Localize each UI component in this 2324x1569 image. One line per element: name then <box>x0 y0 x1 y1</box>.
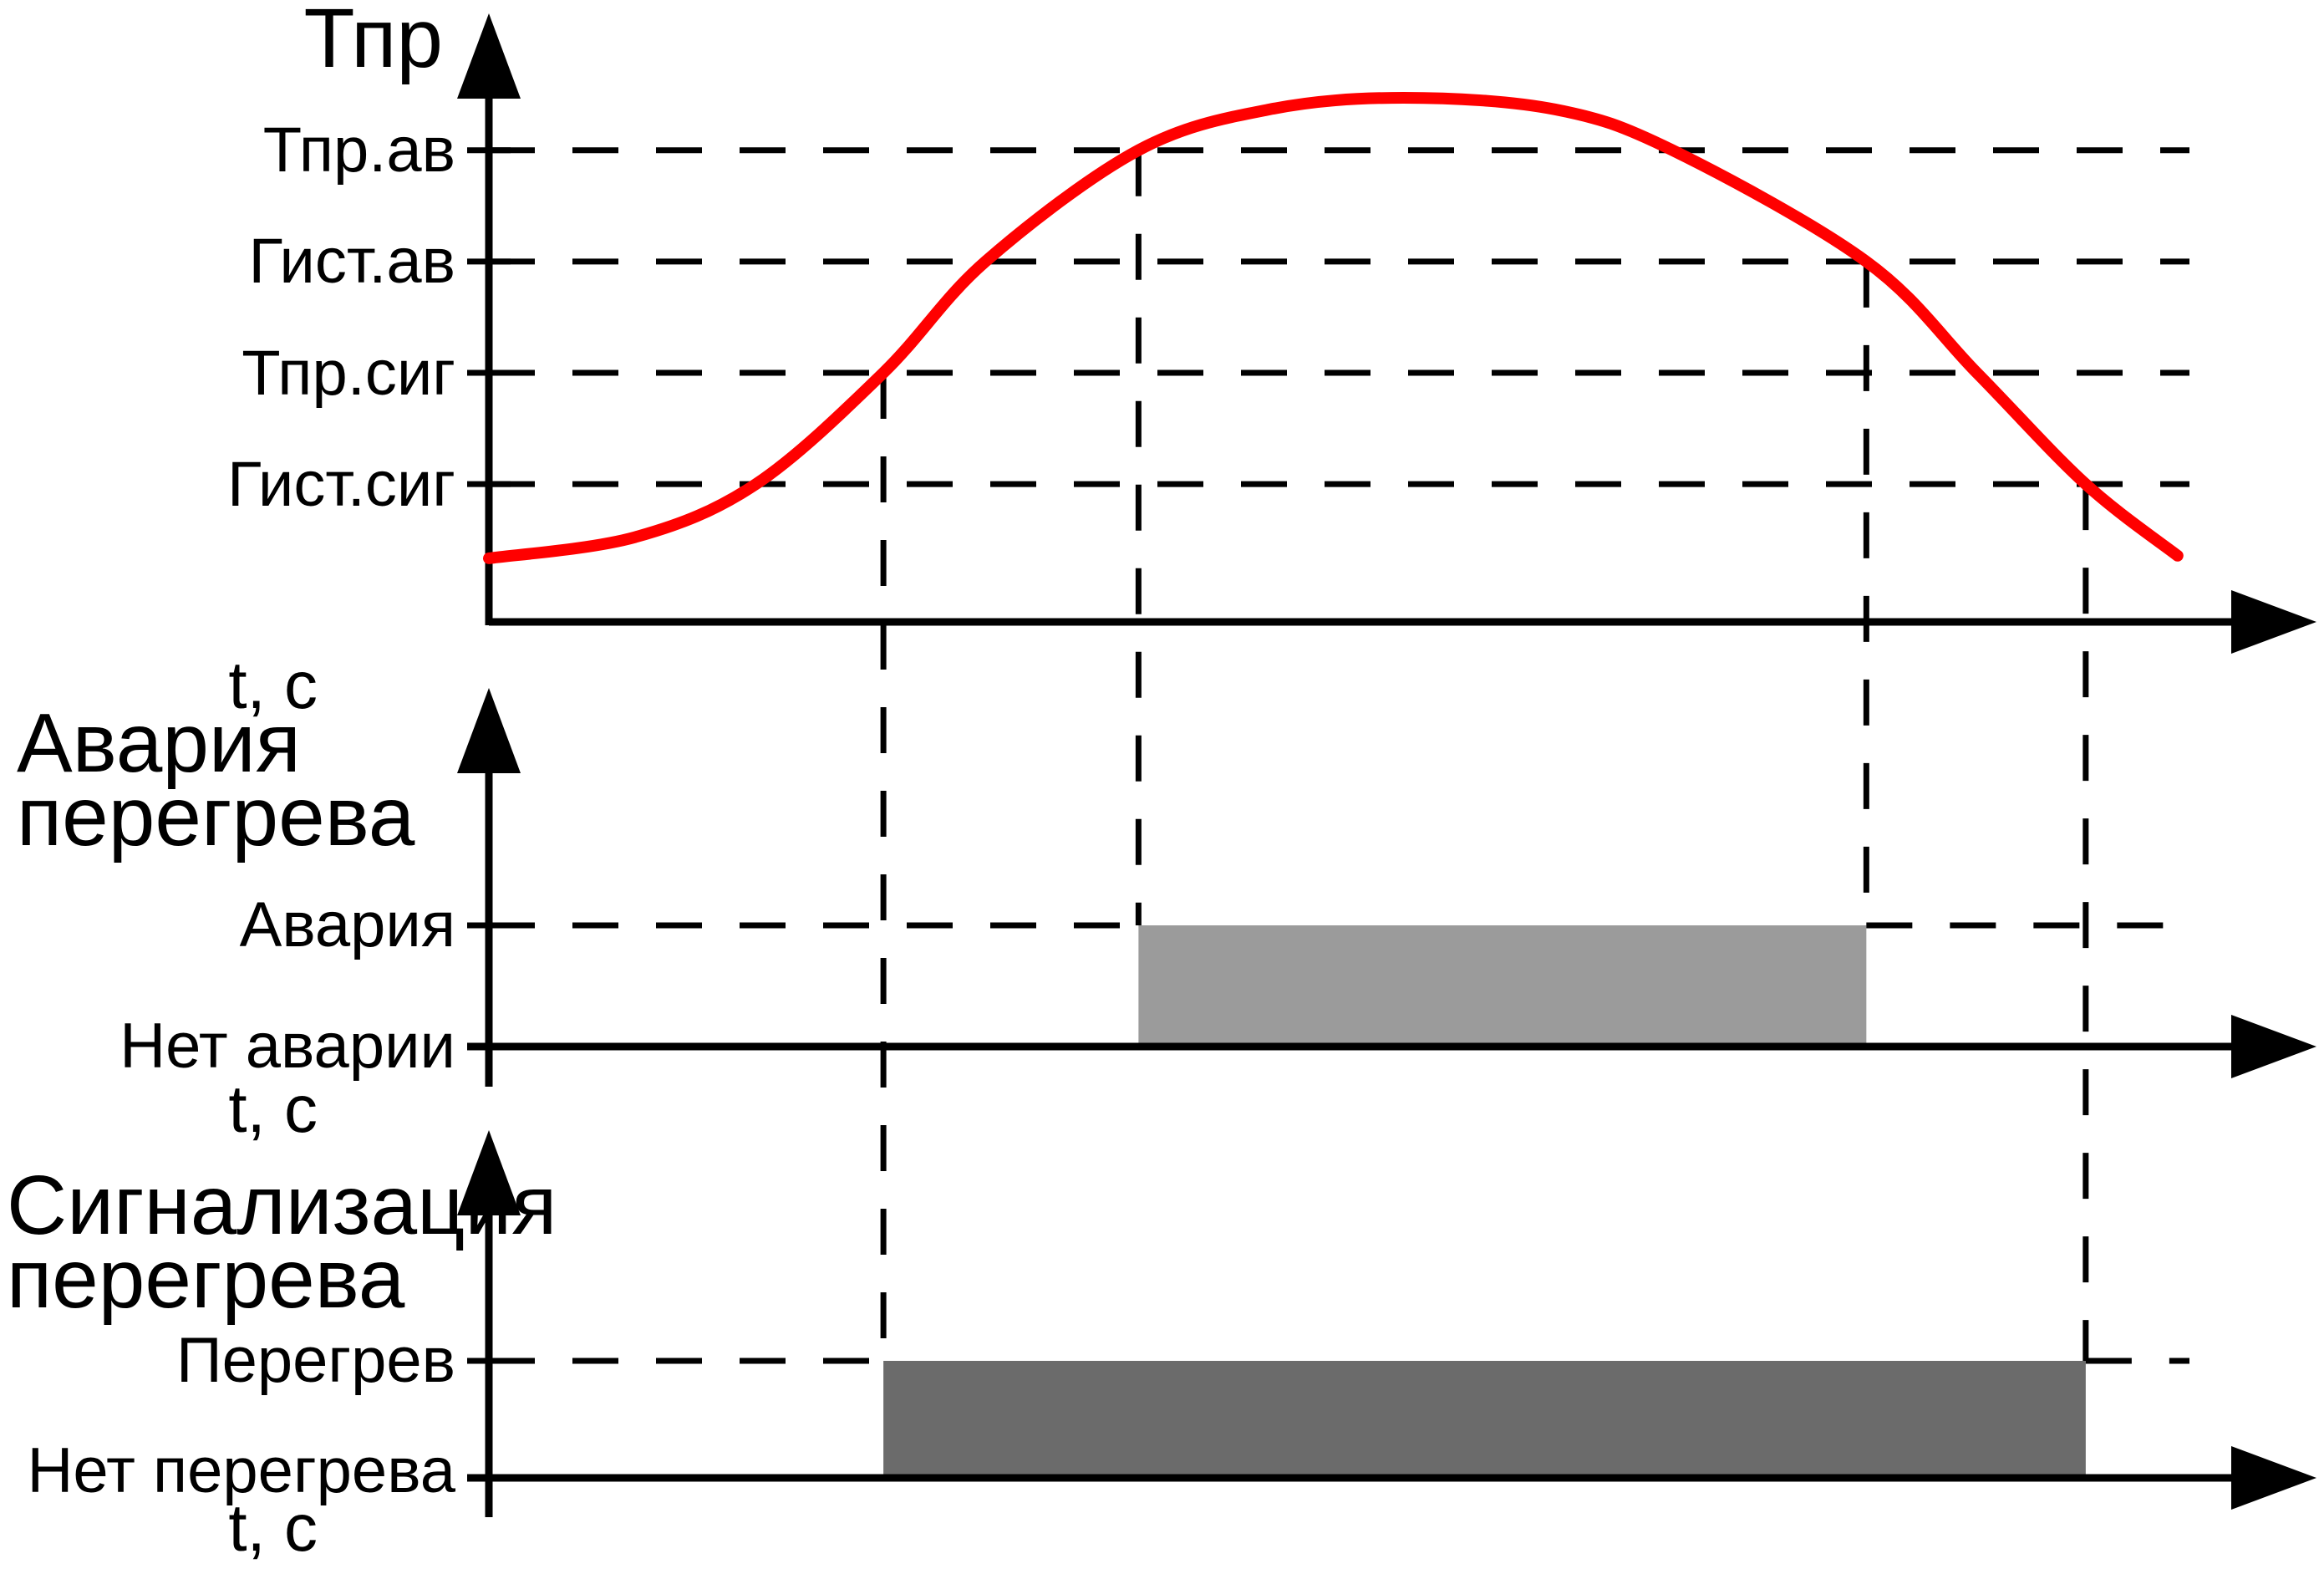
alarm-axis-title-line2: перегрева <box>17 770 415 863</box>
signal-axis-title: Сигнализация перегрева <box>7 1159 557 1326</box>
level-label-signal-off: Нет перегрева <box>27 1435 455 1506</box>
level-label-alarm-on: Авария <box>239 889 455 960</box>
level-label-tpr-sig: Тпр.сиг <box>242 338 455 409</box>
top-x-axis-label: t, с <box>228 648 318 722</box>
temperature-curve <box>483 91 2184 564</box>
signal-axis-title-line2: перегрева <box>7 1232 405 1326</box>
level-label-signal-on: Перегрев <box>175 1325 455 1396</box>
middle-x-axis-arrow <box>2231 1015 2316 1078</box>
alarm-axis-title-line1: Авария <box>17 696 301 790</box>
level-label-gist-sig: Гист.сиг <box>226 449 455 520</box>
level-label-tpr-av: Тпр.ав <box>262 115 455 186</box>
level-label-gist-av: Гист.ав <box>248 226 455 297</box>
signal-active-pulse <box>883 1361 2086 1478</box>
top-x-axis-arrow <box>2231 590 2316 654</box>
alarm-active-pulse <box>1138 925 1867 1047</box>
middle-x-axis-label: t, с <box>228 1072 318 1146</box>
bottom-x-axis-label: t, с <box>228 1490 318 1565</box>
level-label-alarm-off: Нет аварии <box>120 1011 455 1082</box>
alarm-axis-title: Авария перегрева <box>17 696 415 863</box>
top-y-axis-arrow <box>457 13 521 99</box>
middle-y-axis-arrow <box>457 688 521 773</box>
bottom-x-axis-arrow <box>2231 1446 2316 1510</box>
top-y-axis-title: Тпр <box>303 0 443 85</box>
bottom-y-axis-arrow <box>457 1130 521 1215</box>
signal-axis-title-line1: Сигнализация <box>7 1159 557 1252</box>
